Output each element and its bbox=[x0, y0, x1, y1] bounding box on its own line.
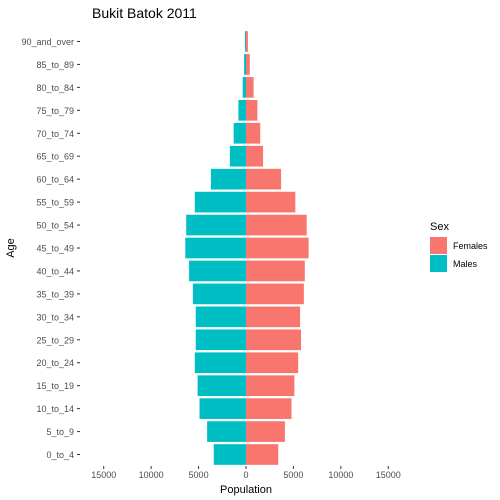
y-axis-label: Age bbox=[5, 238, 17, 258]
bar-males-60_to_64 bbox=[210, 168, 246, 190]
bar-females-75_to_79 bbox=[246, 99, 258, 121]
bar-males-35_to_39 bbox=[192, 283, 246, 305]
legend-label-females: Females bbox=[453, 241, 488, 251]
y-tick-label: 35_to_39 bbox=[36, 289, 74, 299]
x-tick-label: 10000 bbox=[328, 470, 353, 480]
bar-males-80_to_84 bbox=[242, 77, 246, 98]
y-tick-label: 0_to_4 bbox=[46, 450, 74, 460]
y-tick-label: 55_to_59 bbox=[36, 198, 74, 208]
x-tick-label: 15000 bbox=[376, 470, 401, 480]
bar-females-65_to_69 bbox=[246, 145, 264, 167]
y-tick-label: 80_to_84 bbox=[36, 83, 74, 93]
bar-males-5_to_9 bbox=[207, 421, 246, 442]
bar-males-30_to_34 bbox=[195, 306, 246, 328]
y-tick-label: 15_to_19 bbox=[36, 381, 74, 391]
y-tick-label: 30_to_34 bbox=[36, 312, 74, 322]
bar-males-50_to_54 bbox=[186, 214, 246, 236]
bar-males-40_to_44 bbox=[189, 260, 246, 282]
y-tick-label: 60_to_64 bbox=[36, 175, 74, 185]
x-tick-label: 5000 bbox=[189, 470, 209, 480]
x-tick-label: 15000 bbox=[91, 470, 116, 480]
bar-females-90_and_over bbox=[246, 31, 248, 52]
x-tick-label: 0 bbox=[243, 470, 248, 480]
y-tick-label: 40_to_44 bbox=[36, 266, 74, 276]
legend: Sex Females Males bbox=[430, 221, 488, 272]
bar-males-90_and_over bbox=[245, 31, 246, 52]
bar-females-40_to_44 bbox=[246, 260, 305, 282]
bar-males-45_to_49 bbox=[185, 237, 246, 259]
bar-females-0_to_4 bbox=[246, 444, 279, 465]
y-tick-label: 65_to_69 bbox=[36, 152, 74, 162]
bar-females-5_to_9 bbox=[246, 421, 285, 442]
y-tick-label: 20_to_24 bbox=[36, 358, 74, 368]
bar-males-0_to_4 bbox=[213, 444, 246, 465]
legend-label-males: Males bbox=[453, 259, 478, 269]
legend-swatch-males bbox=[430, 255, 447, 272]
bar-females-20_to_24 bbox=[246, 352, 299, 374]
bar-males-75_to_79 bbox=[238, 99, 246, 121]
bar-females-50_to_54 bbox=[246, 214, 307, 236]
bar-females-45_to_49 bbox=[246, 237, 309, 259]
bar-females-60_to_64 bbox=[246, 168, 282, 190]
y-tick-label: 50_to_54 bbox=[36, 221, 74, 231]
y-axis-ticks: 0_to_4 5_to_9 10_to_14 15_to_19 20_to_24 25_t… bbox=[21, 37, 80, 460]
bar-females-10_to_14 bbox=[246, 398, 292, 419]
bar-males-70_to_74 bbox=[233, 122, 246, 144]
y-tick-label: 85_to_89 bbox=[36, 60, 74, 70]
bar-females-25_to_29 bbox=[246, 329, 302, 351]
bar-males-55_to_59 bbox=[194, 191, 246, 213]
bar-females-15_to_19 bbox=[246, 375, 295, 397]
bar-females-70_to_74 bbox=[246, 122, 261, 144]
y-tick-label: 10_to_14 bbox=[36, 404, 74, 414]
bar-females-80_to_84 bbox=[246, 77, 254, 98]
x-axis-ticks: 15000 10000 5000 0 5000 10000 15000 bbox=[91, 466, 401, 480]
legend-title: Sex bbox=[430, 221, 449, 233]
bar-males-10_to_14 bbox=[199, 398, 246, 419]
y-tick-label: 75_to_79 bbox=[36, 106, 74, 116]
bar-males-65_to_69 bbox=[229, 145, 246, 167]
bar-females-30_to_34 bbox=[246, 306, 301, 328]
chart-title: Bukit Batok 2011 bbox=[92, 5, 197, 21]
bar-females-55_to_59 bbox=[246, 191, 296, 213]
y-tick-label: 5_to_9 bbox=[46, 427, 74, 437]
bar-males-20_to_24 bbox=[194, 352, 246, 374]
y-tick-label: 70_to_74 bbox=[36, 129, 74, 139]
y-tick-label: 90_and_over bbox=[21, 37, 74, 47]
bar-females-85_to_89 bbox=[246, 54, 250, 75]
bars bbox=[185, 31, 309, 465]
x-tick-label: 10000 bbox=[139, 470, 164, 480]
bar-males-85_to_89 bbox=[244, 54, 246, 75]
y-tick-label: 45_to_49 bbox=[36, 244, 74, 254]
x-tick-label: 5000 bbox=[283, 470, 303, 480]
bar-males-25_to_29 bbox=[195, 329, 246, 351]
legend-swatch-females bbox=[430, 237, 447, 254]
bar-males-15_to_19 bbox=[197, 375, 246, 397]
y-tick-label: 25_to_29 bbox=[36, 335, 74, 345]
bar-females-35_to_39 bbox=[246, 283, 304, 305]
x-axis-label: Population bbox=[220, 484, 272, 496]
